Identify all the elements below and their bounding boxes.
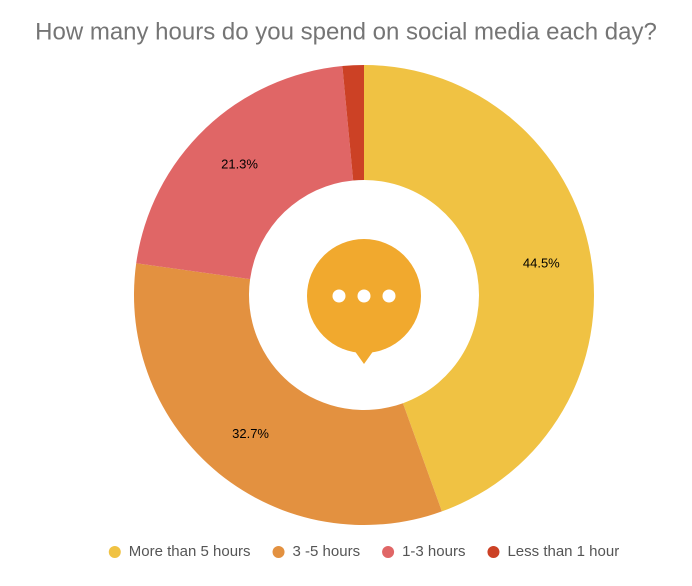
legend-label: 1-3 hours bbox=[402, 543, 465, 560]
legend-marker bbox=[272, 546, 285, 558]
legend-label: More than 5 hours bbox=[129, 543, 251, 560]
data-label: 21.3% bbox=[221, 156, 258, 171]
legend-marker bbox=[382, 546, 395, 558]
slice bbox=[364, 65, 594, 512]
slice bbox=[133, 263, 442, 525]
legend-marker bbox=[108, 546, 121, 558]
slice bbox=[136, 66, 354, 280]
data-label: 32.7% bbox=[232, 426, 269, 441]
donut: 44.5% 32.7% 21.3% bbox=[133, 65, 594, 525]
chart-title: How many hours do you spend on social me… bbox=[35, 18, 657, 45]
data-label: 44.5% bbox=[523, 255, 560, 270]
legend: More than 5 hours 3 -5 hours 1-3 hours Less… bbox=[108, 543, 619, 560]
slice bbox=[342, 65, 364, 181]
center-icon bbox=[307, 239, 421, 364]
legend-marker bbox=[487, 546, 500, 558]
legend-label: 3 -5 hours bbox=[293, 543, 361, 560]
legend-label: Less than 1 hour bbox=[507, 543, 619, 560]
